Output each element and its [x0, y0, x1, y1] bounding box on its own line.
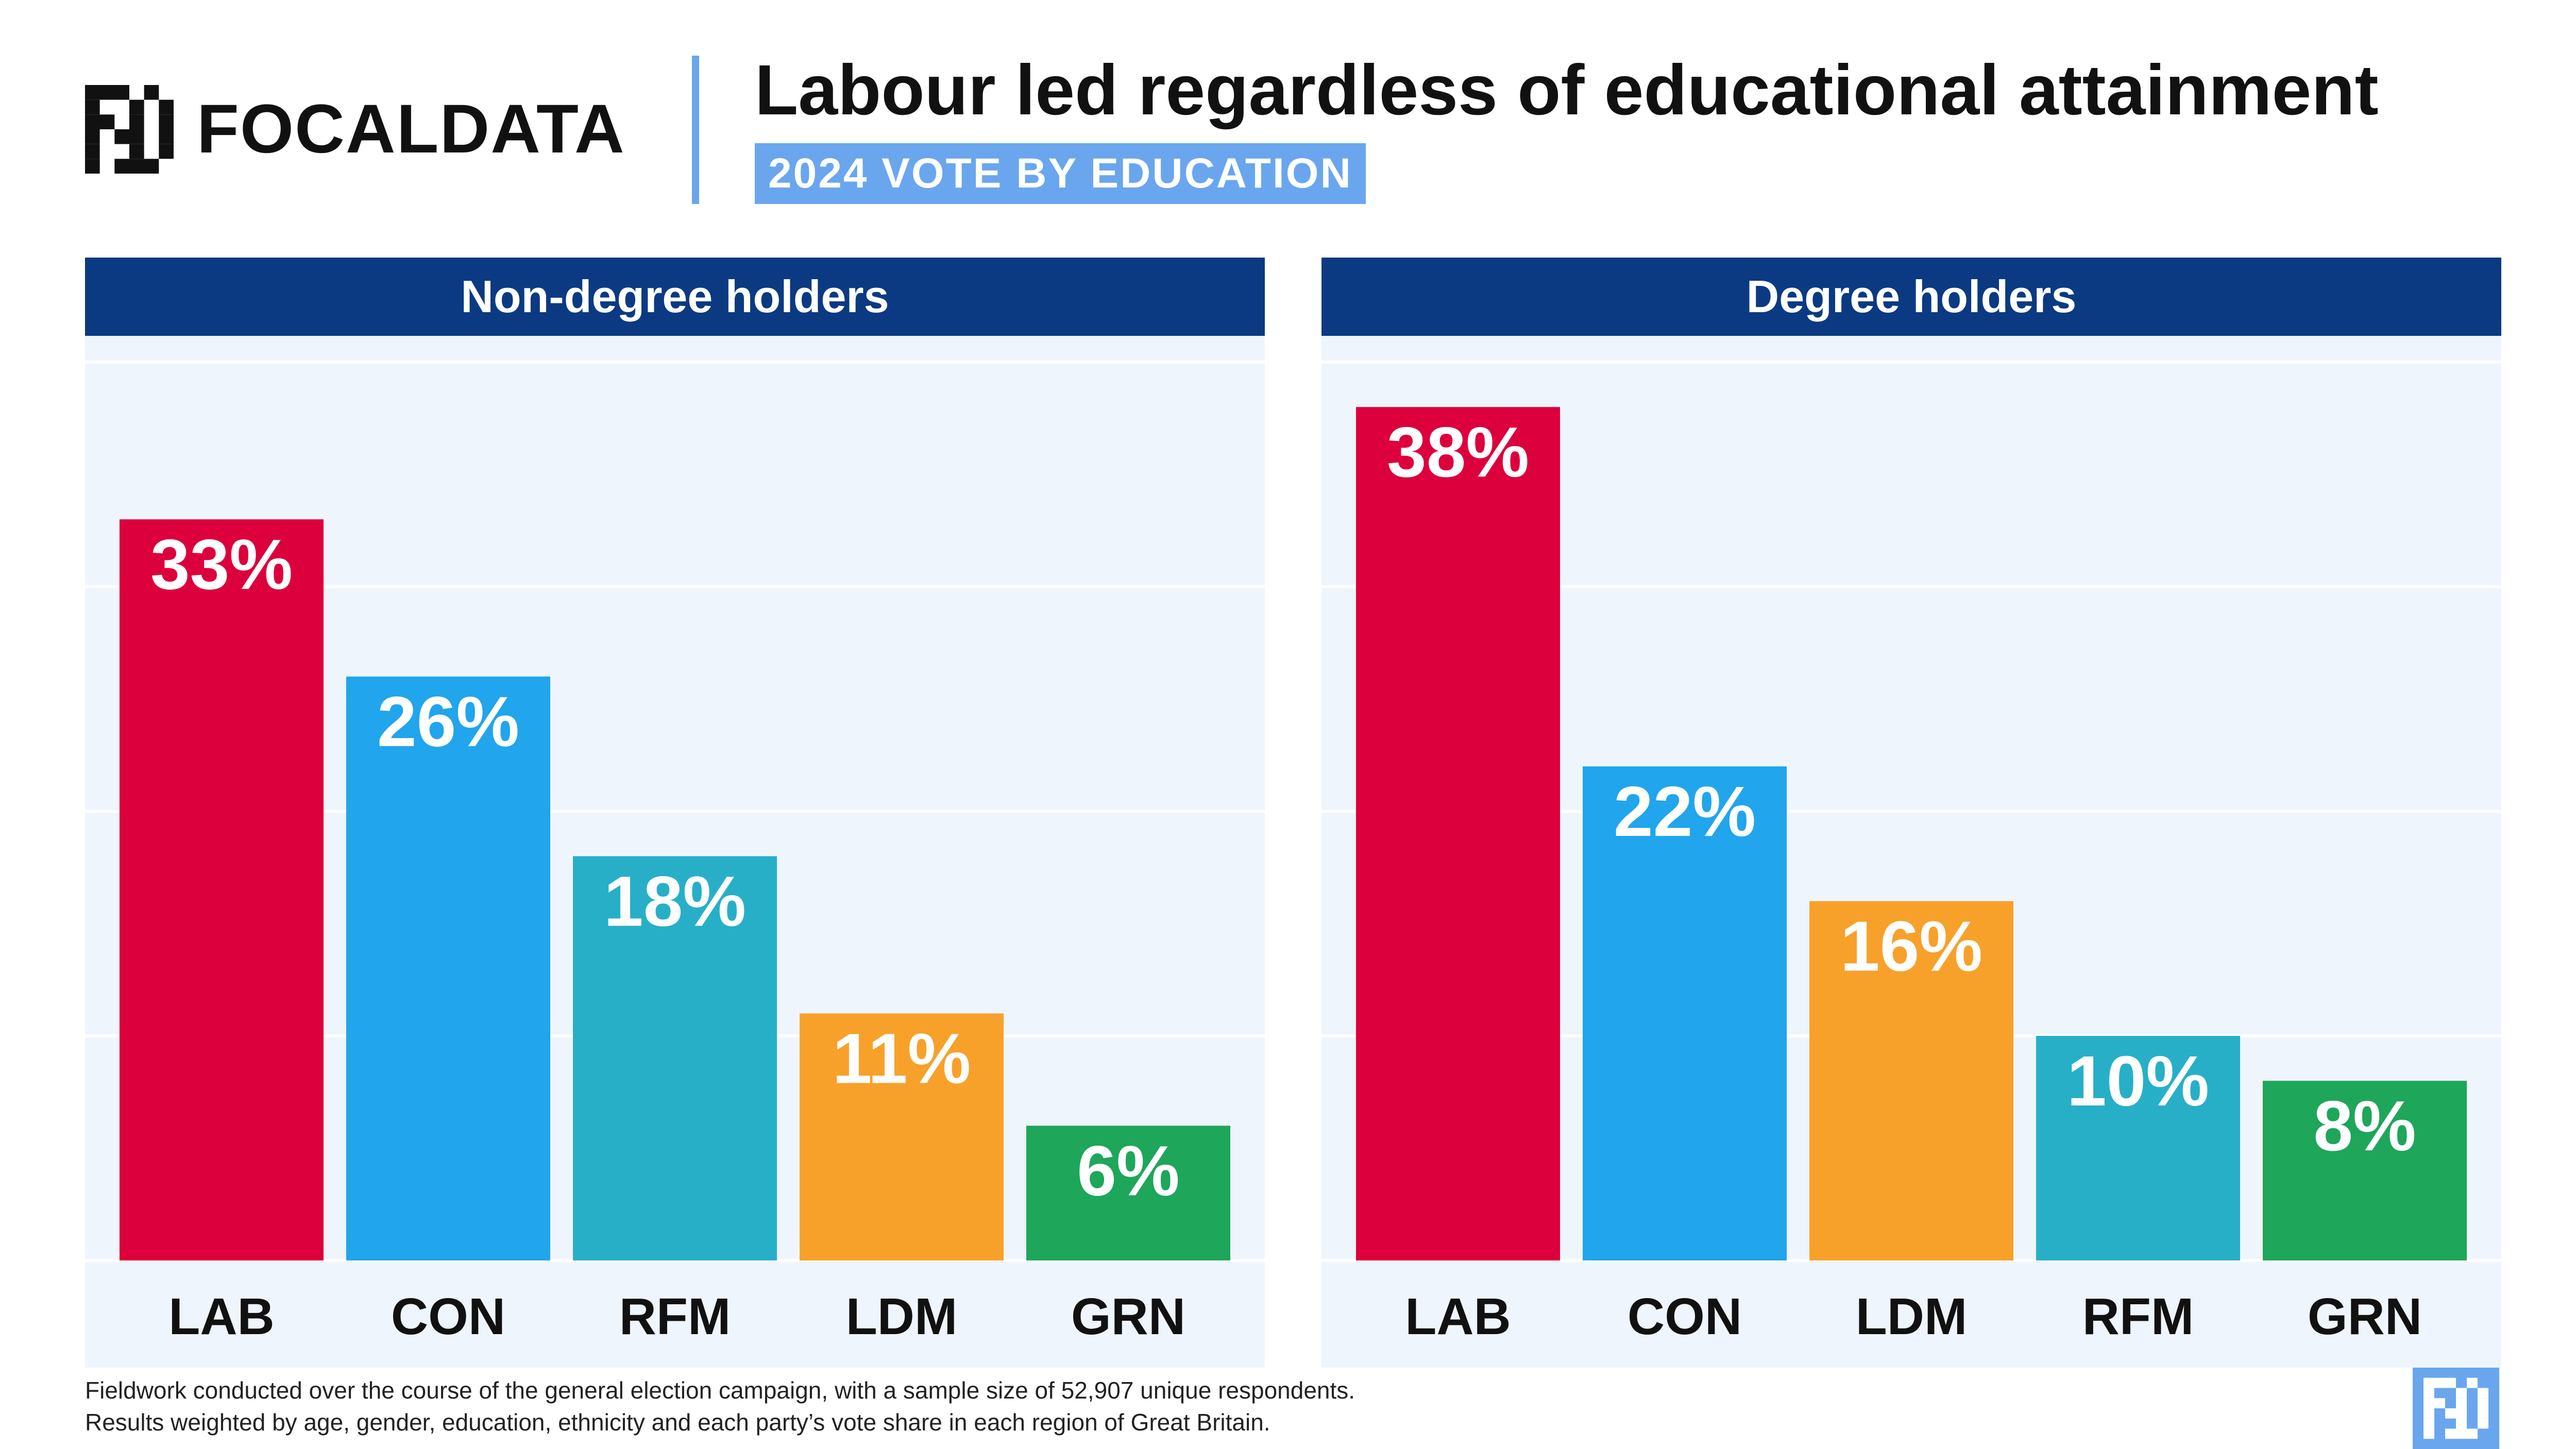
panel-title-degree: Degree holders: [1321, 258, 2501, 336]
category-label-rfm: RFM: [619, 1288, 731, 1345]
category-label-lab: LAB: [1405, 1288, 1511, 1345]
bar-rfm: [2036, 1036, 2240, 1260]
data-label-grn: 8%: [2313, 1086, 2416, 1166]
bar-con: [346, 676, 550, 1260]
corner-logo: [2413, 1368, 2499, 1449]
data-label-con: 26%: [377, 682, 519, 761]
category-label-lab: LAB: [168, 1288, 275, 1345]
data-label-con: 22%: [1614, 772, 1756, 851]
footnote-line-2: Results weighted by age, gender, educati…: [85, 1409, 1270, 1436]
chart-panel-degree: Degree holders 38% LAB 22% CON 16% LDM 10% RFM 8…: [1321, 258, 2501, 1368]
panel-title-non-degree: Non-degree holders: [85, 258, 1265, 336]
bar-con: [1583, 766, 1787, 1260]
data-label-ldm: 16%: [1840, 907, 1982, 986]
data-label-rfm: 18%: [604, 862, 746, 941]
brand-logo: FOCALDATA: [85, 85, 625, 174]
page-subtitle: 2024 VOTE BY EDUCATION: [755, 143, 1366, 204]
header-divider: [692, 56, 699, 204]
bar-rfm: [573, 856, 777, 1260]
data-label-grn: 6%: [1077, 1131, 1179, 1211]
category-label-con: CON: [391, 1288, 505, 1345]
bar-grn: [2263, 1081, 2467, 1260]
bar-ldm: [1809, 901, 2013, 1260]
data-label-lab: 38%: [1387, 413, 1529, 492]
footnote: Fieldwork conducted over the course of t…: [85, 1374, 1355, 1438]
bar-lab: [120, 519, 324, 1261]
chart-non-degree: 33% LAB 26% CON 18% RFM 11% LDM 6% GRN: [85, 361, 1265, 1345]
bar-grn: [1026, 1126, 1230, 1260]
focaldata-logo-icon: [85, 85, 174, 174]
chart-degree: 38% LAB 22% CON 16% LDM 10% RFM 8% GRN: [1321, 361, 2501, 1345]
bar-lab: [1356, 407, 1560, 1261]
page-title: Labour led regardless of educational att…: [755, 50, 2379, 130]
logo-text: FOCALDATA: [197, 91, 625, 167]
category-label-con: CON: [1628, 1288, 1742, 1345]
bar-ldm: [800, 1013, 1004, 1260]
footnote-line-1: Fieldwork conducted over the course of t…: [85, 1377, 1355, 1404]
data-label-lab: 33%: [150, 525, 293, 604]
category-label-ldm: LDM: [1856, 1288, 1968, 1345]
category-label-grn: GRN: [2308, 1288, 2422, 1345]
focaldata-mark-icon: [2424, 1377, 2488, 1439]
category-label-rfm: RFM: [2082, 1288, 2194, 1345]
category-label-ldm: LDM: [846, 1288, 958, 1345]
data-label-ldm: 11%: [833, 1019, 971, 1098]
chart-panel-non-degree: Non-degree holders 33% LAB 26% CON 18% RFM 11%…: [85, 258, 1265, 1368]
category-label-grn: GRN: [1071, 1288, 1185, 1345]
data-label-rfm: 10%: [2067, 1042, 2209, 1121]
